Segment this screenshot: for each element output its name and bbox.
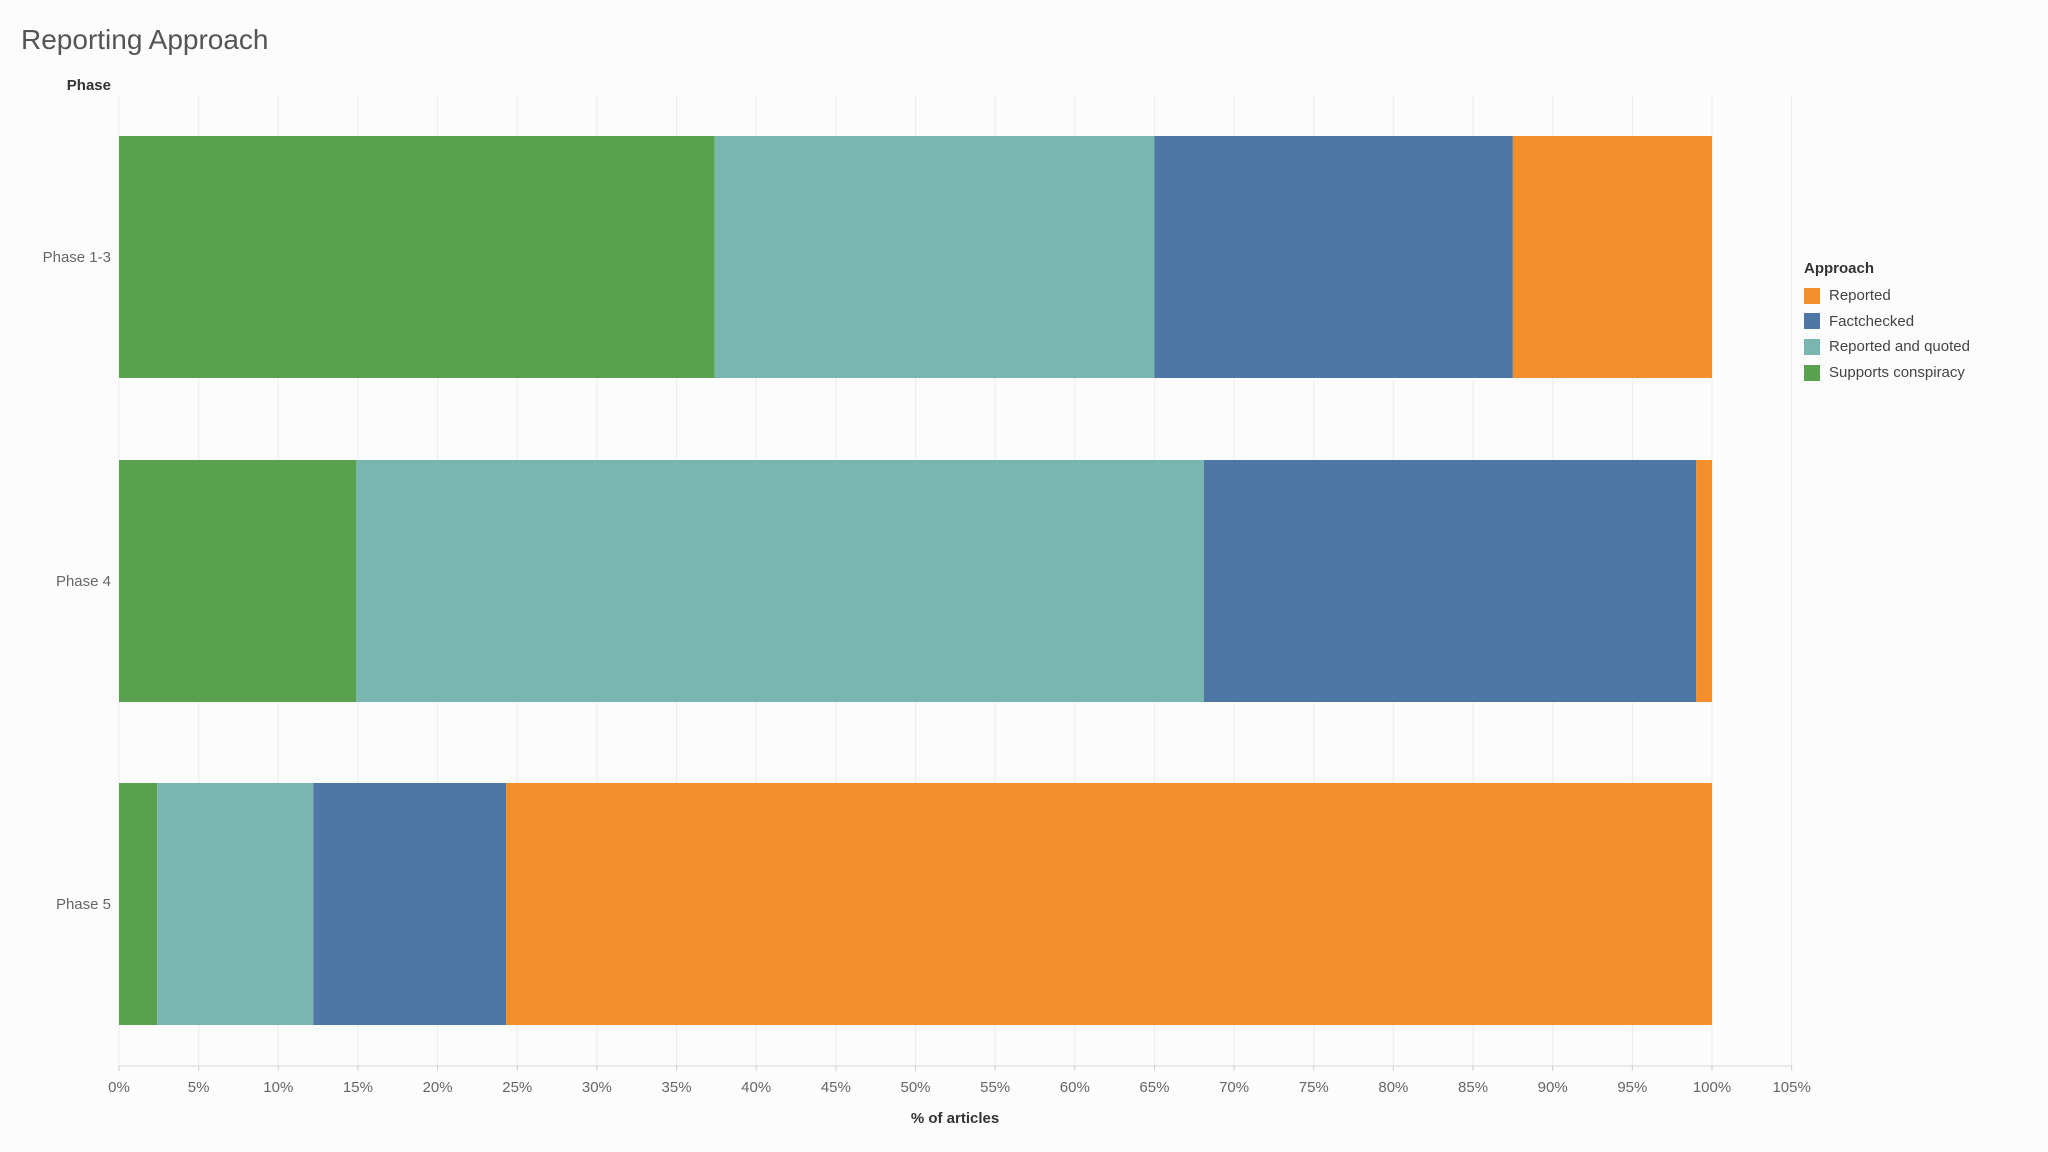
x-tick-label: 25% [502,1079,532,1096]
legend-swatch [1804,338,1820,355]
x-tick-label: 50% [900,1079,930,1096]
bar-segment-reported [1512,136,1712,378]
bar-segment-supports-conspiracy [119,136,715,378]
x-axis-title: % of articles [911,1110,999,1127]
category-label: Phase 1-3 [43,249,111,266]
legend-label: Reported and quoted [1829,338,1970,356]
chart-title: Reporting Approach [21,24,269,55]
bar-segment-reported-and-quoted [356,460,1204,702]
bar-segment-factchecked [1154,136,1513,378]
x-tick-label: 40% [741,1079,771,1096]
legend-label: Factchecked [1829,312,1915,330]
x-ticks: 0% 5% 10% 15% 20% 25% 30% 35% 40% 45% 50% 55% 60% 65%… [108,1066,1811,1096]
legend-title: Approach [1804,260,1875,277]
x-tick-label: 0% [108,1079,130,1096]
legend-label: Reported [1829,287,1891,305]
bar-segment-factchecked [1203,460,1697,702]
bars: Phase 1-3 Phase 4 Phase 5 [43,136,1712,1025]
x-tick-label: 65% [1139,1079,1169,1096]
legend-item: Reported [1804,283,2034,309]
x-tick-label: 105% [1772,1079,1810,1096]
legend: Approach Reported Factchecked Reported and… [1804,260,2034,385]
x-tick-label: 30% [582,1079,612,1096]
legend-item: Factchecked [1804,309,2034,335]
legend-items: Reported Factchecked Reported and quoted Su… [1804,283,2034,385]
bar-segment-supports-conspiracy [119,783,158,1025]
x-tick-label: 60% [1060,1079,1090,1096]
category-label: Phase 5 [56,896,111,913]
bar-segment-factchecked [313,783,507,1025]
x-tick-label: 80% [1378,1079,1408,1096]
x-tick-label: 70% [1219,1079,1249,1096]
legend-swatch [1804,364,1820,381]
legend-item: Reported and quoted [1804,334,2034,360]
x-tick-label: 10% [263,1079,293,1096]
bar-segment-reported-and-quoted [714,136,1155,378]
legend-swatch [1804,287,1820,304]
bar-segment-reported [506,783,1712,1025]
row-header: Phase [67,77,111,94]
bar-segment-supports-conspiracy [119,460,357,702]
x-tick-label: 45% [821,1079,851,1096]
bar-segment-reported-and-quoted [157,783,314,1025]
x-tick-label: 15% [343,1079,373,1096]
x-tick-label: 100% [1693,1079,1731,1096]
x-tick-label: 5% [188,1079,210,1096]
legend-label: Supports conspiracy [1829,364,1965,382]
x-tick-label: 90% [1538,1079,1568,1096]
x-tick-label: 95% [1617,1079,1647,1096]
x-tick-label: 35% [662,1079,692,1096]
legend-swatch [1804,313,1820,330]
x-tick-label: 75% [1299,1079,1329,1096]
category-label: Phase 4 [56,573,111,590]
x-tick-label: 20% [423,1079,453,1096]
x-tick-label: 85% [1458,1079,1488,1096]
x-tick-label: 55% [980,1079,1010,1096]
legend-item: Supports conspiracy [1804,360,2034,386]
bar-segment-reported [1696,460,1712,702]
